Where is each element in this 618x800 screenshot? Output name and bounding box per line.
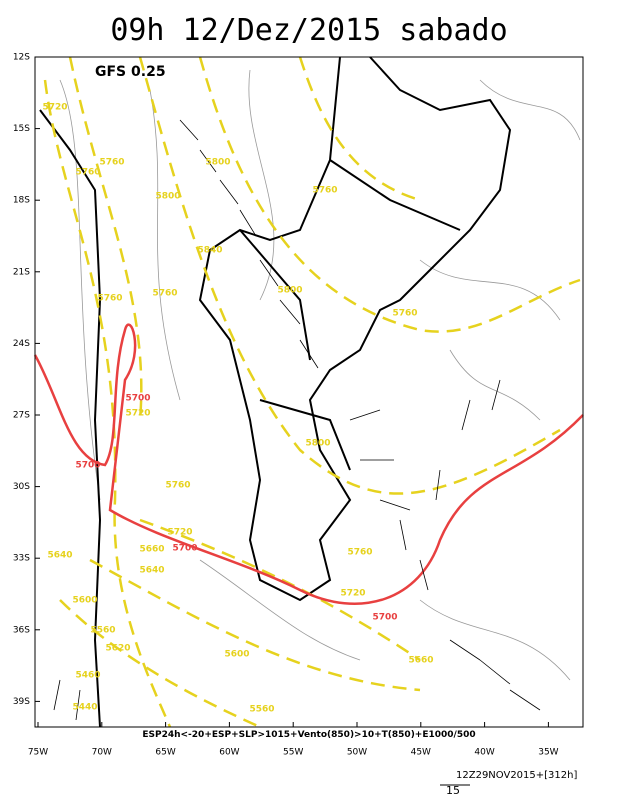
contour-label: 5760 xyxy=(75,168,100,178)
lat-label: 18S xyxy=(13,196,30,206)
contour-label: 5560 xyxy=(249,705,274,715)
contour-label: 5800 xyxy=(205,158,230,168)
contour-label: 5660 xyxy=(139,545,164,555)
lat-label: 33S xyxy=(13,554,30,564)
contour-label: 5720 xyxy=(42,103,67,113)
contour-label: 5600 xyxy=(72,596,97,606)
borders xyxy=(39,56,512,728)
contour-label: 5760 xyxy=(97,294,122,304)
contour-label: 5760 xyxy=(165,481,190,491)
contour-label: 5660 xyxy=(408,656,433,666)
lon-label: 45W xyxy=(411,748,431,758)
lat-label: 39S xyxy=(13,697,30,707)
lon-label: 55W xyxy=(283,748,303,758)
lon-label: 70W xyxy=(92,748,112,758)
precip-contours xyxy=(59,69,581,681)
lon-label: 35W xyxy=(538,748,558,758)
contour-label: 5760 xyxy=(347,548,372,558)
contour-label: 5720 xyxy=(340,589,365,599)
contour-label: 5720 xyxy=(167,528,192,538)
map-layers xyxy=(33,56,584,729)
contour-label: 5620 xyxy=(105,644,130,654)
lon-label: 65W xyxy=(155,748,175,758)
run-label: 12Z29NOV2015+[312h] xyxy=(456,770,577,781)
lat-label: 36S xyxy=(13,625,30,635)
contour-label: 5600 xyxy=(224,650,249,660)
contour-label: 5440 xyxy=(72,703,97,713)
contour-label: 5800 xyxy=(155,192,180,202)
contour-label: 5700 xyxy=(75,461,100,471)
lon-label: 50W xyxy=(347,748,367,758)
lat-label: 21S xyxy=(13,267,30,277)
contour-label: 5460 xyxy=(75,671,100,681)
contour-label: 5700 xyxy=(172,544,197,554)
lat-label: 30S xyxy=(13,482,30,492)
contour-label: 5640 xyxy=(47,551,72,561)
map-frame xyxy=(34,56,584,728)
lon-label: 40W xyxy=(474,748,494,758)
lat-label: 15S xyxy=(13,124,30,134)
lat-label: 27S xyxy=(13,411,30,421)
contour-label: 5800 xyxy=(277,286,302,296)
contour-label: 5700 xyxy=(125,394,150,404)
contour-label: 5760 xyxy=(152,289,177,299)
lon-label: 60W xyxy=(219,748,239,758)
contour-label: 5700 xyxy=(372,613,397,623)
red-contour xyxy=(33,323,584,605)
contour-label: 5840 xyxy=(197,246,222,256)
lon-label: 75W xyxy=(28,748,48,758)
contour-label: 5800 xyxy=(305,439,330,449)
caption: ESP24h<-20+ESP+SLP>1015+Vento(850)>10+T(… xyxy=(142,730,475,740)
contour-label: 5760 xyxy=(99,158,124,168)
lat-label: 12S xyxy=(13,53,30,63)
contour-label: 5760 xyxy=(392,309,417,319)
contour-label: 5720 xyxy=(125,409,150,419)
lat-label: 24S xyxy=(13,339,30,349)
wind-vectors xyxy=(53,119,541,721)
contour-label: 5560 xyxy=(90,626,115,636)
contour-label: 5640 xyxy=(139,566,164,576)
title: 09h 12/Dez/2015 sabado xyxy=(110,13,507,48)
vector-scale-label: 15 xyxy=(446,784,460,797)
contour-label: 5760 xyxy=(312,186,337,196)
model-label: GFS 0.25 xyxy=(95,64,166,80)
